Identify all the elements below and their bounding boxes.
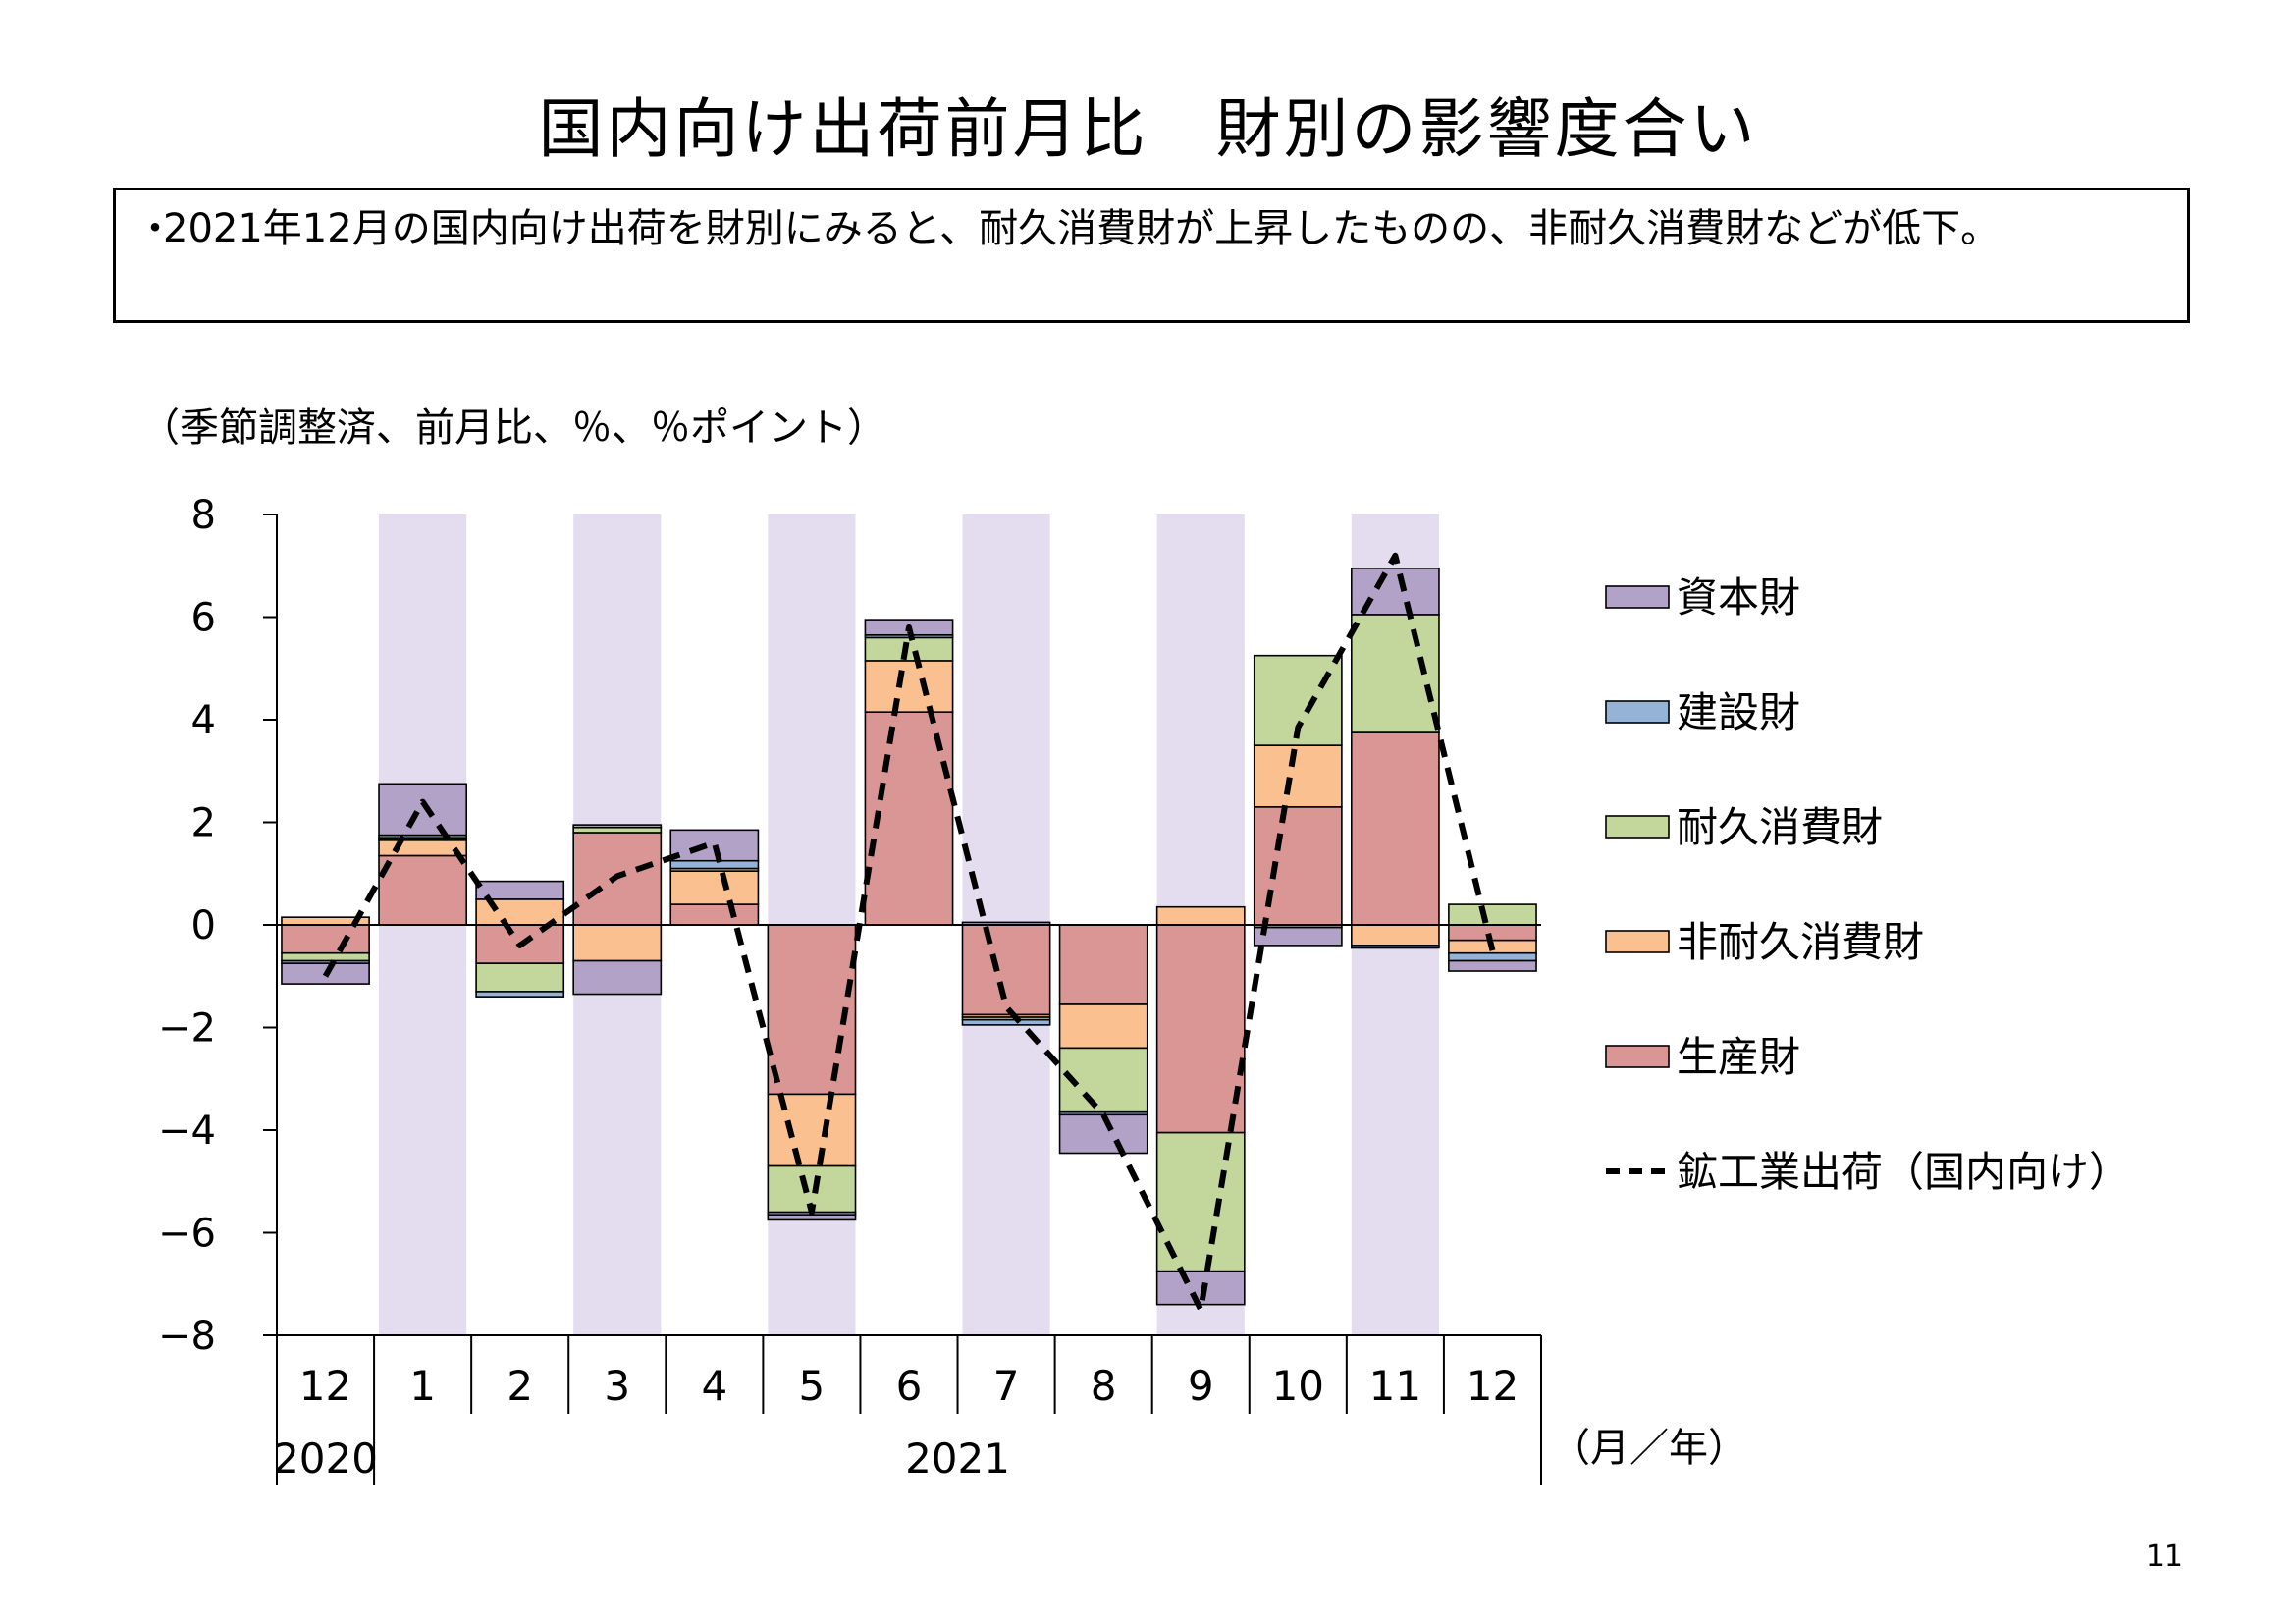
bar-segment [1155,905,1246,926]
bar-segment [378,839,467,857]
bar-segment [1155,1270,1246,1306]
x-tick-label: 3 [604,1362,630,1410]
legend-label: 資本財 [1677,573,1800,622]
bar-segment [1351,945,1440,949]
bar-segment [1253,744,1343,808]
bar-segment [1448,924,1537,942]
y-tick-label: −8 [158,1314,216,1359]
bar-segment [572,959,663,996]
bar-segment [864,660,954,713]
bar-segment [1253,926,1343,947]
x-tick-label: 1 [409,1362,436,1410]
legend-label: 鉱工業出荷（国内向け） [1677,1148,2130,1196]
bar-segment [572,824,663,829]
bar-segment [475,991,565,998]
x-tick-label: 9 [1188,1362,1214,1410]
x-tick-label: 10 [1272,1362,1324,1410]
line-series-shipments [322,552,1496,1313]
summary-text: 2021年12月の国内向け出荷を財別にみると、耐久消費財が上昇したものの、非耐久… [163,206,2001,251]
x-tick-label: 4 [701,1362,727,1410]
bar-segment [281,951,370,962]
x-tick-label: 11 [1369,1362,1421,1410]
x-tick-label: 8 [1091,1362,1117,1410]
x-tick-label: 7 [993,1362,1020,1410]
bar-segment [572,924,663,962]
y-tick-label: −4 [158,1109,216,1154]
bar-segment [767,1214,857,1221]
x-tick-label: 12 [1467,1362,1519,1410]
y-tick-label: −6 [158,1212,216,1257]
legend-swatch [1605,815,1670,839]
bar-segment [378,783,467,837]
summary-bullet: ・ [135,206,175,251]
legend-swatch [1605,930,1670,953]
x-tick-label: 5 [799,1362,826,1410]
legend-swatch [1605,585,1670,609]
bar-segment [475,962,565,993]
bar-segment [961,924,1051,1016]
bar-segment [1448,903,1537,926]
legend-swatch [1605,700,1670,724]
x-tick-label: 2 [507,1362,533,1410]
bar-segment [1448,959,1537,972]
bar-segment [669,859,760,870]
units-note: （季節調整済、前月比、％、％ポイント） [140,406,886,451]
bar-segment [669,829,760,862]
bar-segment [1351,731,1440,926]
x-unit-label: （月／年） [1551,1426,1747,1471]
bar-segment [669,870,760,905]
bar-segment [281,924,370,954]
y-tick-label: −2 [158,1006,216,1052]
bar-segment [1058,924,1148,1005]
bar-segment [378,854,467,926]
y-tick-label: 4 [191,698,216,743]
bar-segment [961,1018,1051,1026]
y-tick-label: 8 [191,493,216,538]
summary-box: ・ 2021年12月の国内向け出荷を財別にみると、耐久消費財が上昇したものの、非… [113,188,2190,323]
legend-label: 生産財 [1677,1033,1800,1081]
bar-segment [1253,806,1343,926]
bar-segment [1351,924,1440,947]
bar-segment [1058,1003,1148,1050]
y-tick-label: 6 [191,596,216,641]
x-tick-label: 12 [299,1362,351,1410]
page-number: 11 [2145,1540,2183,1574]
legend-label: 耐久消費財 [1677,803,1883,851]
year-label: 2021 [905,1435,1010,1483]
bar-segment [864,636,954,662]
year-label: 2020 [273,1435,378,1483]
bar-segment [1155,924,1246,1134]
x-tick-label: 6 [896,1362,923,1410]
legend-swatch [1605,1045,1670,1068]
y-tick-label: 2 [191,801,216,846]
bar-segment [669,903,760,926]
legend-label: 非耐久消費財 [1677,918,1924,966]
bar-segment [767,924,857,1096]
bar-segment [1448,951,1537,962]
legend-label: 建設財 [1677,688,1800,736]
y-tick-label: 0 [191,903,216,948]
bar-segment [475,880,565,900]
page-title: 国内向け出荷前月比 財別の影響度合い [538,91,1758,167]
